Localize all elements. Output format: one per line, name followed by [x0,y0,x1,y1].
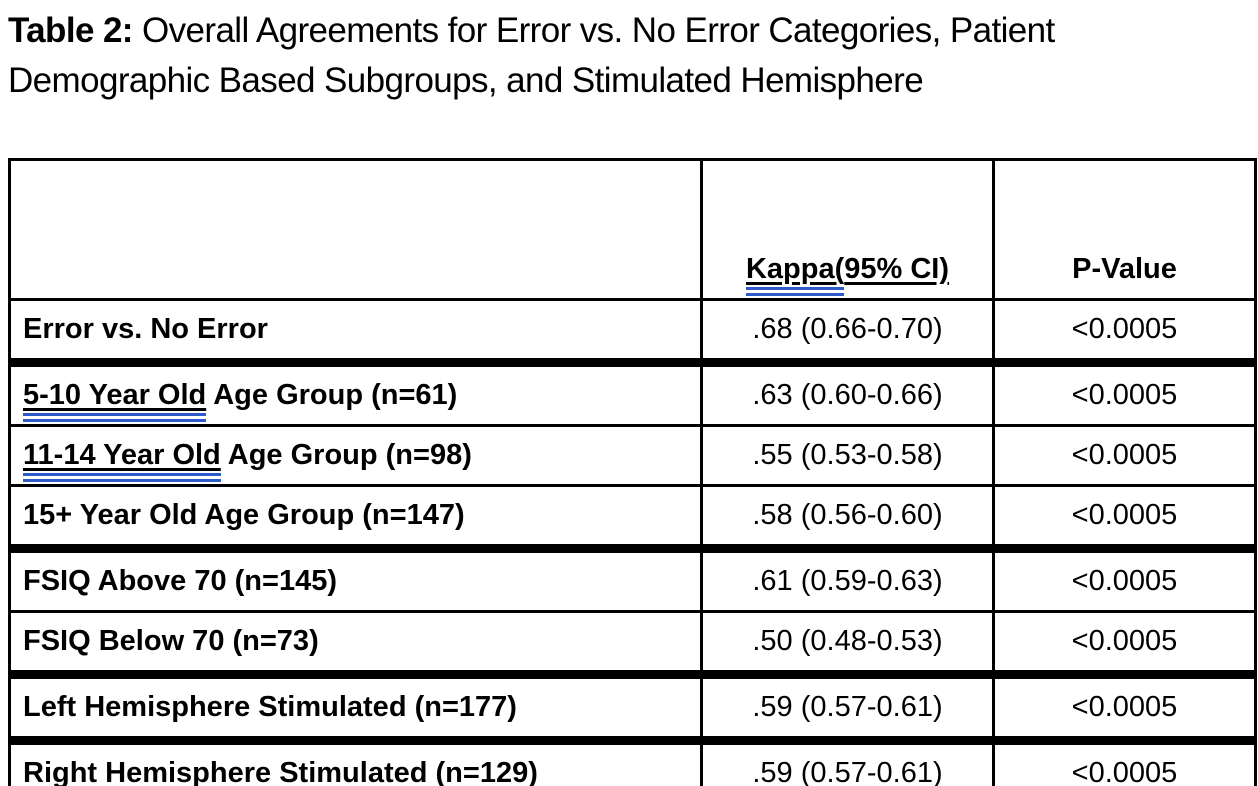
row-label-cell: 5-10 Year Old Age Group (n=61) [8,361,703,427]
kappa-header-label: Kappa(95% CI) [746,253,949,285]
label-underlined-text: 5-10 Year Old [23,379,207,411]
table-row-fsiq-above-70: FSIQ Above 70 (n=145) .61 (0.59-0.63) <0… [8,547,1257,613]
row-label-cell: 11-14 Year Old Age Group (n=98) [8,424,703,487]
table-row-age-5-10: 5-10 Year Old Age Group (n=61) .63 (0.60… [8,361,1257,427]
p-value-cell: <0.0005 [992,361,1257,427]
label-underlined-text: 11-14 Year Old [23,439,221,471]
header-pvalue-cell: P-Value [992,158,1257,301]
header-kappa-cell: Kappa(95% CI) [700,158,995,301]
p-value-cell: <0.0005 [992,547,1257,613]
kappa-cell: .61 (0.59-0.63) [700,547,995,613]
kappa-cell: .58 (0.56-0.60) [700,484,995,553]
kappa-cell: .55 (0.53-0.58) [700,424,995,487]
p-value-cell: <0.0005 [992,739,1257,786]
table-row-left-hemisphere: Left Hemisphere Stimulated (n=177) .59 (… [8,673,1257,745]
caption-text-line1: Overall Agreements for Error vs. No Erro… [132,11,1055,50]
kappa-grammar-underlined-text: Kappa( [745,253,845,285]
agreement-table: Kappa(95% CI) P-Value Error vs. No Error… [8,158,1257,786]
table-row-fsiq-below-70: FSIQ Below 70 (n=73) .50 (0.48-0.53) <0.… [8,610,1257,679]
table-caption: Table 2: Overall Agreements for Error vs… [8,6,1252,106]
header-empty-cell [8,158,703,301]
table-row-age-15-plus: 15+ Year Old Age Group (n=147) .58 (0.56… [8,484,1257,553]
table-row-age-11-14: 11-14 Year Old Age Group (n=98) .55 (0.5… [8,424,1257,487]
p-value-cell: <0.0005 [992,610,1257,679]
kappa-cell: .50 (0.48-0.53) [700,610,995,679]
row-label-cell: FSIQ Above 70 (n=145) [8,547,703,613]
label-rest-text: Age Group (n=61) [206,379,458,411]
caption-label: Table 2: [8,11,133,50]
kappa-cell: .59 (0.57-0.61) [700,739,995,786]
p-value-cell: <0.0005 [992,484,1257,553]
table-header-row: Kappa(95% CI) P-Value [8,158,1257,301]
row-label-cell: Right Hemisphere Stimulated (n=129) [8,739,703,786]
table-row-right-hemisphere: Right Hemisphere Stimulated (n=129) .59 … [8,739,1257,786]
row-label-cell: Error vs. No Error [8,298,703,367]
row-label-cell: 15+ Year Old Age Group (n=147) [8,484,703,553]
p-value-cell: <0.0005 [992,424,1257,487]
label-rest-text: Age Group (n=98) [220,439,472,471]
kappa-cell: .68 (0.66-0.70) [700,298,995,367]
row-label-cell: Left Hemisphere Stimulated (n=177) [8,673,703,745]
p-value-cell: <0.0005 [992,298,1257,367]
caption-text-line2: Demographic Based Subgroups, and Stimula… [8,61,924,100]
p-value-cell: <0.0005 [992,673,1257,745]
row-label-cell: FSIQ Below 70 (n=73) [8,610,703,679]
table-row-error-vs-no-error: Error vs. No Error .68 (0.66-0.70) <0.00… [8,298,1257,367]
kappa-cell: .59 (0.57-0.61) [700,673,995,745]
kappa-header-rest: 95% CI) [844,253,950,285]
kappa-cell: .63 (0.60-0.66) [700,361,995,427]
